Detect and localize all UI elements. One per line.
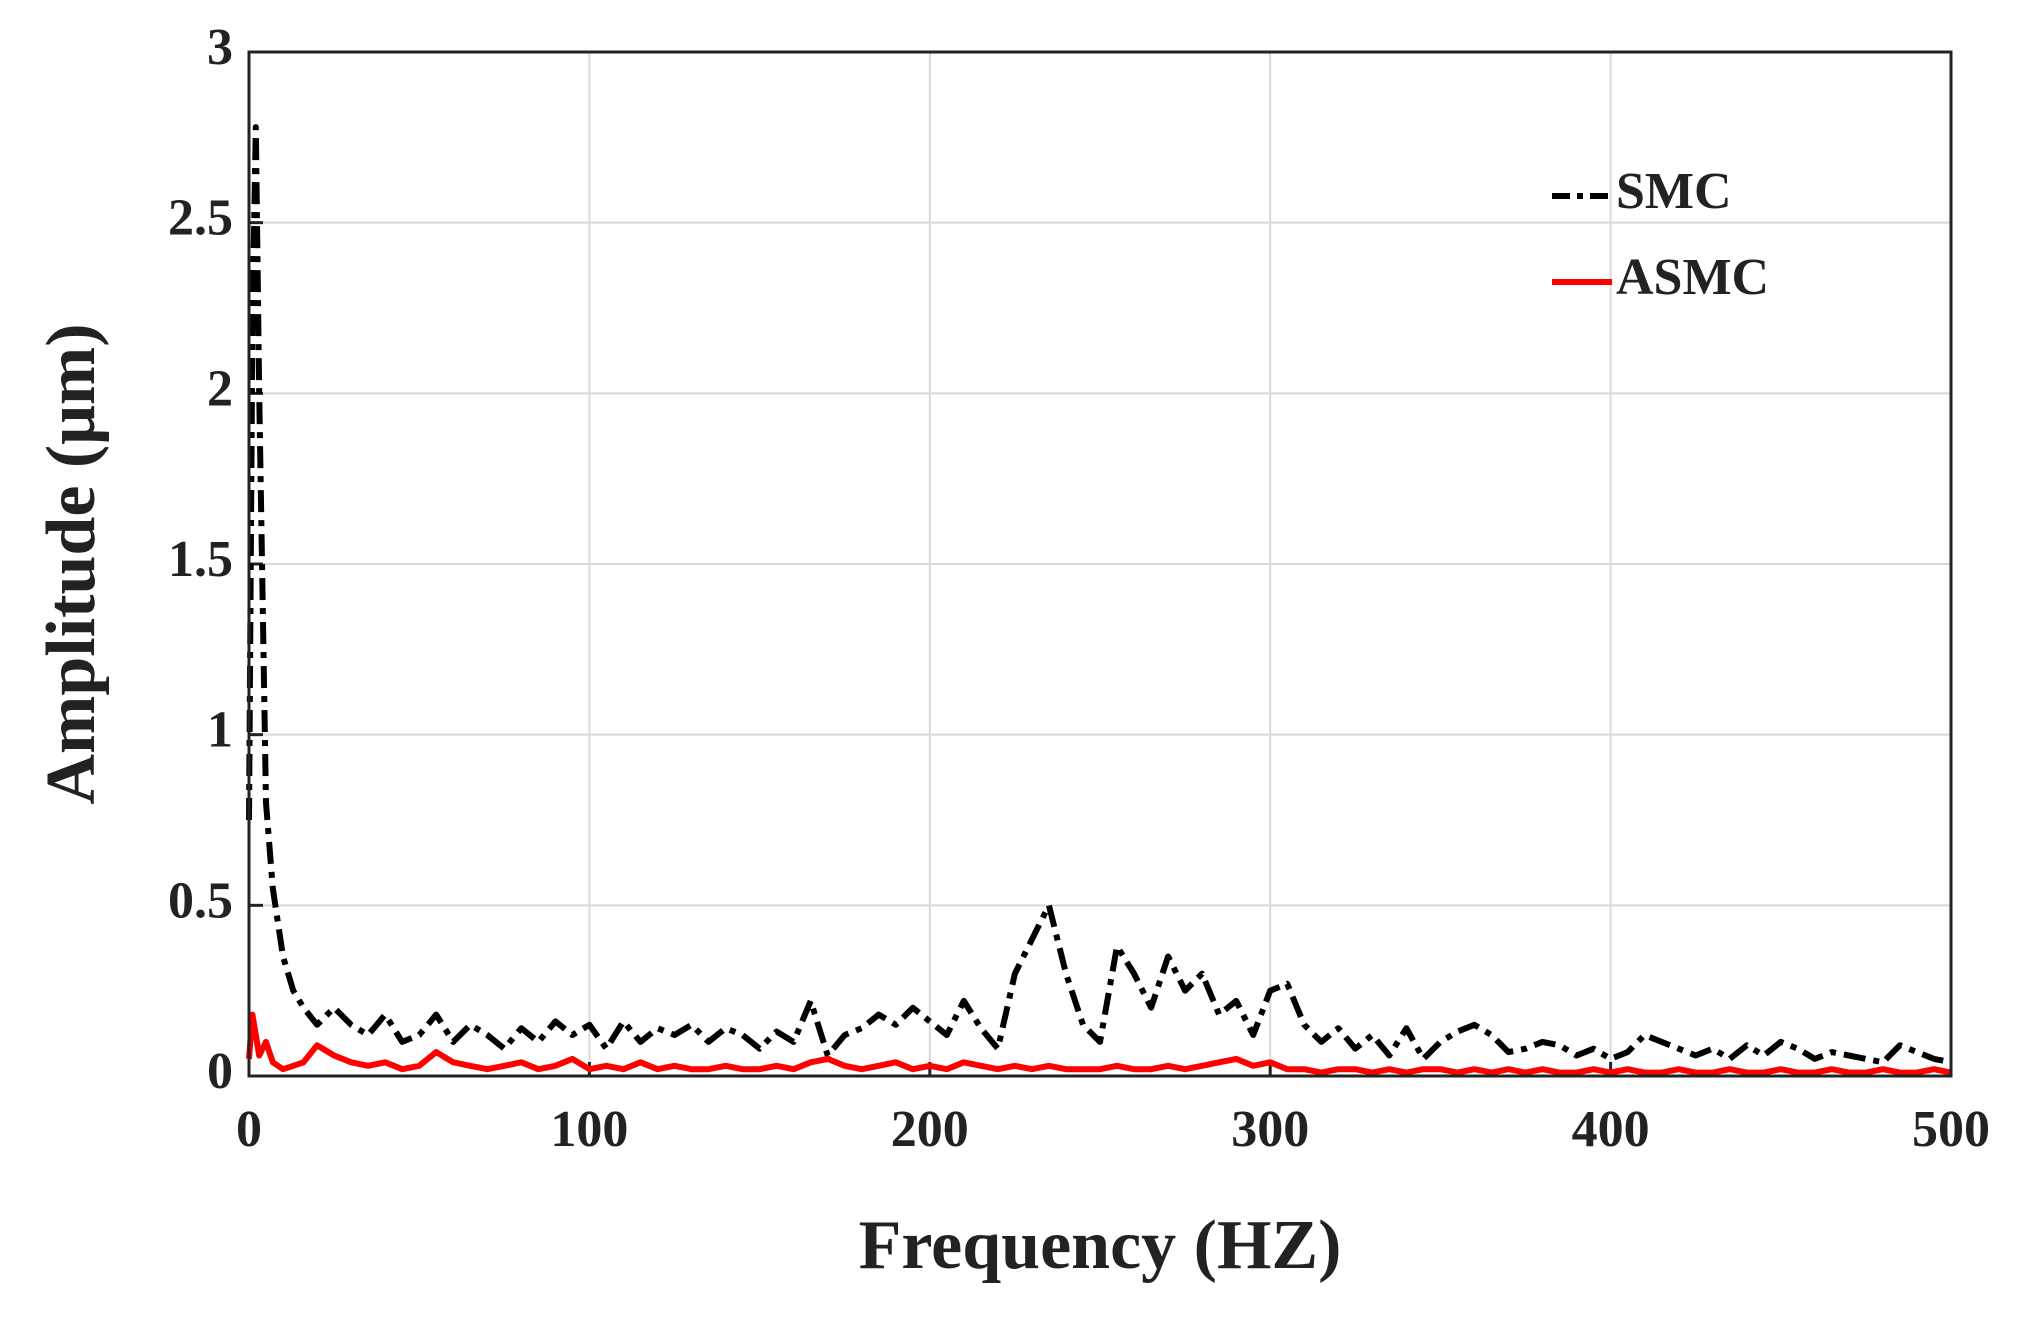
series-line — [246, 1011, 1952, 1076]
legend-label: ASMC — [1616, 249, 1769, 306]
y-tick-label: 0 — [207, 1043, 233, 1100]
x-tick-label: 300 — [1231, 1101, 1309, 1158]
y-tick-label: 3 — [207, 19, 233, 76]
y-tick-label: 2.5 — [168, 190, 233, 247]
legend-label: SMC — [1616, 163, 1732, 220]
x-tick-label: 0 — [236, 1101, 262, 1158]
x-axis-label: Frequency (HZ) — [859, 1207, 1342, 1284]
y-tick-label: 1 — [207, 702, 233, 759]
y-tick-label: 0.5 — [168, 872, 233, 929]
y-axis-label: Amplitude (μm) — [33, 323, 110, 804]
y-tick-label: 1.5 — [168, 531, 233, 588]
x-tick-label: 100 — [550, 1101, 628, 1158]
x-tick-label: 500 — [1912, 1101, 1990, 1158]
x-tick-label: 400 — [1572, 1101, 1650, 1158]
y-tick-label: 2 — [207, 360, 233, 417]
plot-frame — [247, 50, 1953, 1078]
series-line — [246, 124, 1952, 1066]
x-tick-label: 200 — [891, 1101, 969, 1158]
